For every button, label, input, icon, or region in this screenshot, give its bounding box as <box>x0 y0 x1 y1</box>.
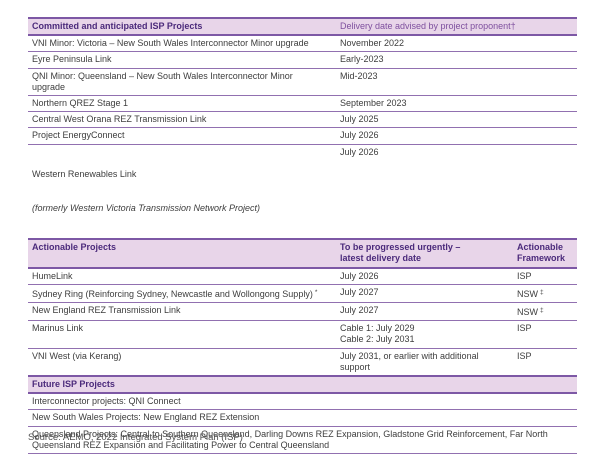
future-header-title: Future ISP Projects <box>32 379 115 390</box>
table-row: VNI Minor: Victoria – New South Wales In… <box>28 36 577 53</box>
date-cell: Cable 1: July 2029 Cable 2: July 2031 <box>340 323 415 345</box>
project-cell: QNI Minor: Queensland – New South Wales … <box>32 70 293 92</box>
framework-cell: ISP <box>517 350 532 361</box>
project-cell: New England REZ Transmission Link <box>32 305 181 316</box>
table-row: New England REZ Transmission Link July 2… <box>28 303 577 322</box>
table-row: Central West Orana REZ Transmission Link… <box>28 112 577 129</box>
footnote-marker: ‡ <box>540 307 544 315</box>
table-row: VNI West (via Kerang) July 2031, or earl… <box>28 349 577 375</box>
isp-projects-table: Committed and anticipated ISP Projects D… <box>28 17 577 457</box>
project-cell: Project EnergyConnect <box>32 130 125 141</box>
date-cell: September 2023 <box>340 98 407 109</box>
project-cell: Marinus Link <box>32 323 84 334</box>
date-cell: July 2027 <box>340 305 379 316</box>
future-header-row: Future ISP Projects <box>28 375 577 395</box>
project-cell: HumeLink <box>32 270 73 281</box>
actionable-header-title: Actionable Projects <box>32 242 117 253</box>
date-cell: July 2026 <box>340 130 379 141</box>
date-cell: July 2025 <box>340 114 379 125</box>
table-row: Sydney Ring (Reinforcing Sydney, Newcast… <box>28 285 577 304</box>
date-cell: Mid-2023 <box>340 70 378 81</box>
actionable-header-row: Actionable Projects To be progressed urg… <box>28 238 577 269</box>
project-cell: VNI West (via Kerang) <box>32 350 122 361</box>
framework-cell: ISP <box>517 323 532 334</box>
table-row: Eyre Peninsula Link Early-2023 <box>28 52 577 69</box>
project-cell: VNI Minor: Victoria – New South Wales In… <box>32 38 309 49</box>
framework-column-header: Actionable Framework <box>517 242 566 264</box>
project-former-name: (formerly Western Victoria Transmission … <box>32 202 261 213</box>
project-cell: Eyre Peninsula Link <box>32 54 112 65</box>
table-row: Western Renewables Link (formerly Wester… <box>28 145 577 239</box>
urgency-column-header: To be progressed urgently – latest deliv… <box>340 242 461 264</box>
project-cell: Western Renewables Link (formerly Wester… <box>28 145 336 239</box>
future-project-cell: Interconnector projects: QNI Connect <box>32 396 181 407</box>
date-cell: November 2022 <box>340 38 405 49</box>
table-row: Interconnector projects: QNI Connect <box>28 394 577 411</box>
table-row: Project EnergyConnect July 2026 <box>28 128 577 145</box>
project-cell: Sydney Ring (Reinforcing Sydney, Newcast… <box>28 285 336 302</box>
framework-cell: NSW ‡ <box>513 285 577 302</box>
project-cell: Northern QREZ Stage 1 <box>32 98 129 109</box>
date-cell: July 2026 <box>340 270 379 281</box>
framework-name: NSW <box>517 307 538 318</box>
footnote-marker: * <box>314 288 318 296</box>
project-name: Western Renewables Link <box>32 169 137 180</box>
future-project-cell: Queensland Projects: Central to Southern… <box>32 428 548 450</box>
framework-cell: NSW ‡ <box>513 303 577 320</box>
table-row: New South Wales Projects: New England RE… <box>28 410 577 427</box>
delivery-date-column-header: Delivery date advised by project propone… <box>340 21 516 31</box>
table-row: HumeLink July 2026 ISP <box>28 269 577 285</box>
table-row: Queensland Projects: Central to Southern… <box>28 427 577 455</box>
date-cell: July 2026 <box>340 146 379 157</box>
table-row: Northern QREZ Stage 1 September 2023 <box>28 96 577 113</box>
future-project-cell: New South Wales Projects: New England RE… <box>32 412 260 423</box>
footnote-marker: ‡ <box>540 288 544 296</box>
project-cell: Central West Orana REZ Transmission Link <box>32 114 207 125</box>
date-cell: July 2027 <box>340 286 379 297</box>
framework-cell: ISP <box>517 270 532 281</box>
table-row: Marinus Link Cable 1: July 2029 Cable 2:… <box>28 321 577 349</box>
date-cell: July 2031, or earlier with additional su… <box>340 350 479 372</box>
date-cell: Early-2023 <box>340 54 384 65</box>
table-row: QNI Minor: Queensland – New South Wales … <box>28 69 577 97</box>
framework-name: NSW <box>517 288 538 299</box>
committed-header-title: Committed and anticipated ISP Projects <box>32 21 203 31</box>
source-note: Source: AEMO, 2022 Integrated System Pla… <box>28 432 243 443</box>
committed-header-row: Committed and anticipated ISP Projects D… <box>28 17 577 37</box>
project-name: Sydney Ring (Reinforcing Sydney, Newcast… <box>32 288 313 299</box>
